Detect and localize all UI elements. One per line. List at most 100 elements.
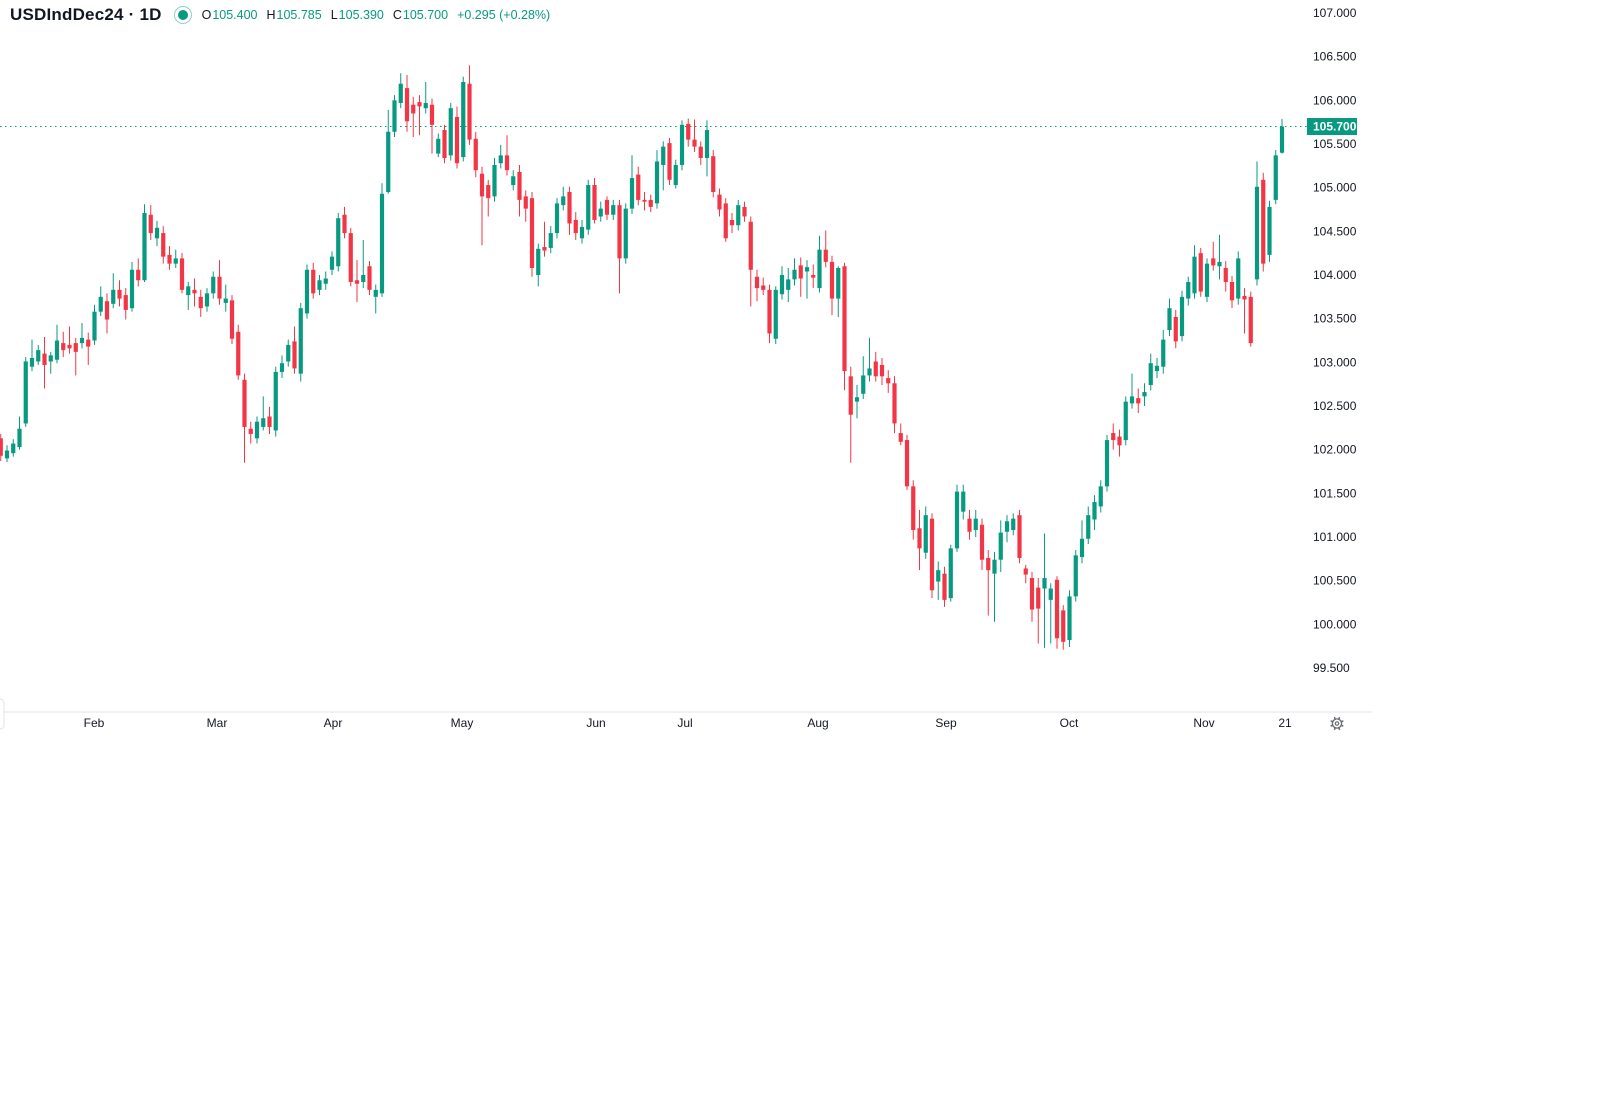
candle xyxy=(1042,533,1047,648)
candle xyxy=(423,81,428,114)
settings-gear-icon[interactable] xyxy=(1330,716,1344,731)
time-axis-label: Apr xyxy=(324,716,343,730)
price-axis-label: 102.000 xyxy=(1313,443,1357,457)
price-axis-label: 103.500 xyxy=(1313,312,1357,326)
status-dot-core xyxy=(177,10,188,20)
candle xyxy=(642,192,647,211)
candle xyxy=(129,261,135,312)
timeframe-button-fragment[interactable] xyxy=(0,698,5,730)
candle xyxy=(598,201,603,222)
candle xyxy=(4,445,10,462)
candle xyxy=(292,326,297,374)
candle xyxy=(448,102,453,161)
candle xyxy=(1017,509,1022,564)
status-dot-ring xyxy=(173,6,192,24)
candle xyxy=(1111,423,1116,450)
candle xyxy=(436,133,441,158)
candle xyxy=(1129,373,1135,409)
candle xyxy=(729,212,735,234)
candle xyxy=(54,324,60,364)
candle xyxy=(1054,576,1060,649)
candle xyxy=(379,183,385,297)
candle xyxy=(954,484,960,552)
candle xyxy=(823,230,828,268)
candle xyxy=(786,268,791,303)
candle xyxy=(148,205,153,241)
candle xyxy=(23,357,28,427)
candle xyxy=(211,271,216,299)
candle xyxy=(461,76,466,162)
candle xyxy=(542,221,547,257)
candle xyxy=(798,257,803,297)
candle xyxy=(1229,275,1235,309)
candle xyxy=(761,277,766,296)
time-axis-label: Nov xyxy=(1193,716,1214,730)
candle xyxy=(286,339,291,367)
candle xyxy=(1086,506,1091,544)
time-axis-label: May xyxy=(451,716,474,730)
price-axis-label: 103.000 xyxy=(1313,355,1357,369)
candle xyxy=(1217,234,1222,280)
candle xyxy=(1079,520,1085,564)
candle xyxy=(698,141,703,165)
price-axis-label: 100.500 xyxy=(1313,574,1357,588)
price-axis-label: 101.000 xyxy=(1313,530,1357,544)
candle xyxy=(1067,590,1072,648)
candle xyxy=(1248,291,1253,347)
candle xyxy=(1142,383,1147,406)
candle xyxy=(167,246,172,270)
candle xyxy=(117,280,122,307)
separator: · xyxy=(128,5,135,24)
candle xyxy=(1154,357,1160,379)
candle xyxy=(267,406,272,434)
candle xyxy=(1242,288,1247,334)
candle xyxy=(536,243,541,287)
price-axis-label: 106.000 xyxy=(1313,93,1357,107)
candle xyxy=(473,131,478,178)
price-axis-label: 102.500 xyxy=(1313,399,1357,413)
candle xyxy=(661,141,666,191)
time-axis-label: Aug xyxy=(807,716,828,730)
price-axis-label: 104.500 xyxy=(1313,224,1357,238)
candle xyxy=(1173,309,1178,349)
candle xyxy=(667,137,672,186)
candle xyxy=(348,227,353,287)
close-value: C 105.700 xyxy=(392,8,449,22)
candle xyxy=(317,275,322,296)
candle xyxy=(342,206,347,239)
market-status-icon xyxy=(173,6,192,24)
low-value: L 105.390 xyxy=(330,8,384,22)
candle xyxy=(1179,290,1185,342)
candle xyxy=(323,271,328,290)
candle xyxy=(1098,480,1103,513)
price-axis-label: 107.000 xyxy=(1313,6,1357,20)
candles-layer xyxy=(0,65,1285,650)
candle xyxy=(61,331,66,358)
candle xyxy=(967,509,972,540)
candle xyxy=(948,544,953,602)
candle xyxy=(679,120,685,171)
candle xyxy=(92,304,97,345)
candle xyxy=(1023,564,1028,584)
candle xyxy=(811,264,816,289)
open-value: O 105.400 xyxy=(201,8,258,22)
candle xyxy=(861,356,866,400)
candle xyxy=(1161,330,1166,374)
candle xyxy=(942,566,947,607)
price-axis[interactable]: 107.000 106.500 106.000 105.500 105.000 104.5… xyxy=(1307,6,1357,675)
candle xyxy=(986,550,991,616)
candle xyxy=(611,199,616,220)
candle xyxy=(604,196,610,220)
candle xyxy=(392,95,397,138)
candle xyxy=(648,194,653,213)
interval-label: 1D xyxy=(139,5,162,24)
candle xyxy=(217,260,222,305)
candle xyxy=(754,269,760,302)
time-axis[interactable]: Feb Mar Apr May Jun Jul Aug Sep Oct Nov 21 xyxy=(0,711,1372,730)
price-axis-label: 105.500 xyxy=(1313,137,1357,151)
candle xyxy=(404,75,410,132)
symbol-title[interactable]: USDIndDec24 · 1D xyxy=(10,5,162,25)
candle xyxy=(98,286,103,317)
